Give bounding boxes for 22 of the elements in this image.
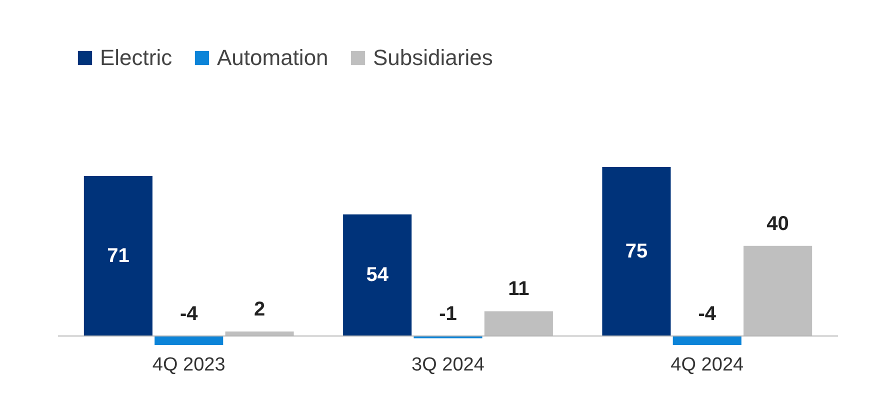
bar [343,214,412,336]
data-label: -1 [439,302,457,325]
data-label: -4 [698,302,717,325]
data-label: 54 [366,264,390,286]
data-label: 11 [508,278,530,300]
data-label: 75 [625,240,648,262]
bar [154,336,224,345]
bar [744,246,812,336]
x-tick-label: 3Q 2024 [412,354,485,376]
data-label: 40 [766,212,789,235]
legend-label: Automation [217,45,328,70]
data-label: 2 [254,298,266,320]
bar [672,336,742,345]
bar [484,311,553,336]
legend-label: Electric [100,45,172,70]
bar [602,167,671,336]
data-label: -4 [180,302,199,325]
x-tick-label: 4Q 2023 [152,354,226,376]
data-label: 71 [107,245,130,267]
x-tick-label: 4Q 2024 [670,354,744,376]
legend-label: Subsidiaries [373,45,493,70]
bar [84,176,152,336]
